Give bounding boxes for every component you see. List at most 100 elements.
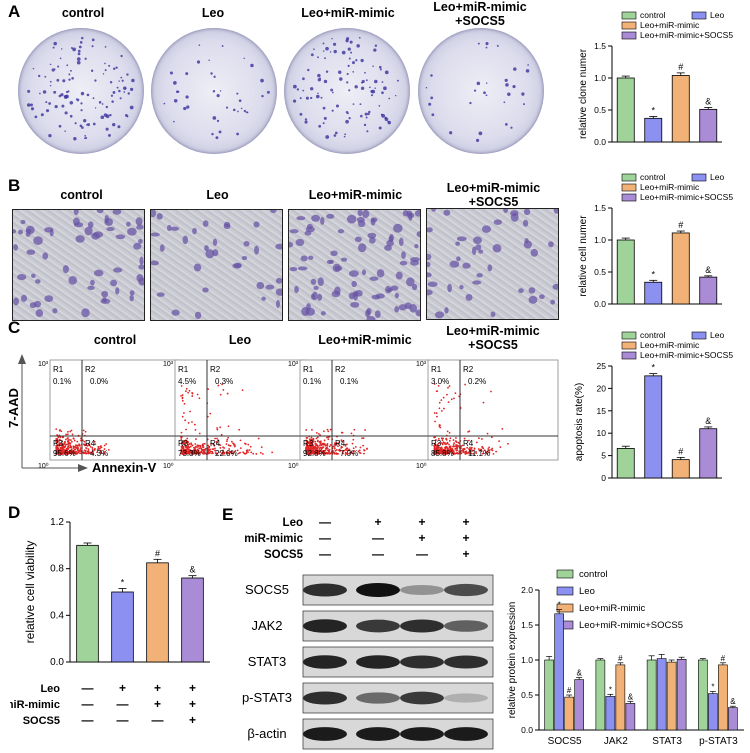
colony-dot xyxy=(315,94,320,99)
treatment-sign: — xyxy=(82,713,94,727)
stained-cell xyxy=(311,214,321,222)
event-dot xyxy=(335,448,338,451)
event-dot xyxy=(232,452,235,454)
bar xyxy=(698,659,708,731)
bar xyxy=(76,544,99,663)
event-dot xyxy=(341,450,344,453)
colony-dot xyxy=(260,78,264,83)
event-dot xyxy=(67,447,69,449)
colony-dot xyxy=(105,105,109,109)
stained-cell xyxy=(409,304,418,313)
colony-dot xyxy=(322,50,325,52)
legend-label: control xyxy=(579,569,608,580)
event-dot xyxy=(454,440,457,442)
stained-cell xyxy=(265,284,275,290)
stained-cell xyxy=(351,280,357,288)
colony-dot xyxy=(65,94,69,99)
stained-cell xyxy=(376,269,385,278)
event-dot xyxy=(452,450,455,452)
tick-label-low: 10⁰ xyxy=(38,462,49,470)
colony-dot xyxy=(105,127,109,131)
region-r4: R4 xyxy=(210,439,221,448)
treatment-sign: + xyxy=(462,515,469,529)
stained-cell xyxy=(20,294,28,302)
event-dot xyxy=(250,451,253,454)
event-dot xyxy=(481,438,483,440)
event-dot xyxy=(453,442,456,444)
stained-cell xyxy=(110,279,118,287)
colony-dot xyxy=(210,72,213,75)
stained-cell xyxy=(150,232,160,237)
event-dot xyxy=(318,452,321,455)
event-dot xyxy=(441,452,444,455)
blot-band xyxy=(444,655,488,669)
legend-label: Leo+miR-mimic xyxy=(640,20,700,30)
colony-dot xyxy=(91,69,94,72)
event-dot xyxy=(327,449,329,452)
event-dot xyxy=(448,385,451,388)
colony-dot xyxy=(104,62,106,65)
event-dot xyxy=(103,451,106,453)
bar xyxy=(615,664,626,731)
significance-mark: & xyxy=(576,669,582,678)
event-dot xyxy=(189,449,192,452)
event-dot xyxy=(245,449,248,452)
event-dot xyxy=(442,396,445,399)
stained-cell xyxy=(357,209,363,217)
colony-dot xyxy=(68,78,71,81)
colony-dot xyxy=(323,79,328,84)
event-dot xyxy=(468,453,471,455)
colony-dot xyxy=(430,74,433,77)
event-dot xyxy=(219,426,222,429)
event-dot xyxy=(57,444,60,447)
event-dot xyxy=(219,451,222,454)
stained-cell xyxy=(93,231,104,238)
event-dot xyxy=(69,430,72,433)
event-dot xyxy=(326,451,328,454)
event-dot xyxy=(242,451,245,454)
event-dot xyxy=(85,452,88,455)
colony-dot xyxy=(218,130,222,134)
event-dot xyxy=(180,450,183,453)
colony-dot xyxy=(176,90,179,94)
colony-dot xyxy=(75,98,78,100)
event-dot xyxy=(215,452,218,455)
event-dot xyxy=(348,449,351,452)
event-dot xyxy=(353,450,356,452)
event-dot xyxy=(197,449,200,452)
colony-dot xyxy=(58,124,62,128)
colony-dot xyxy=(370,94,374,97)
event-dot xyxy=(339,450,341,452)
event-dot xyxy=(83,451,86,454)
colony-dot xyxy=(70,46,73,49)
event-dot xyxy=(322,450,325,453)
colony-dot xyxy=(346,72,349,76)
event-dot xyxy=(326,446,328,449)
event-dot xyxy=(440,410,443,412)
stained-cell xyxy=(139,256,144,265)
event-dot xyxy=(344,443,347,446)
event-dot xyxy=(323,442,325,445)
treatment-sign: + xyxy=(418,515,425,529)
event-dot xyxy=(64,438,67,441)
colony-dot xyxy=(126,73,129,76)
colony-dot xyxy=(335,104,339,108)
colony-dot xyxy=(368,110,371,114)
event-dot xyxy=(214,447,216,450)
event-dot xyxy=(193,423,196,426)
event-dot xyxy=(305,452,308,454)
colony-dish-mimic xyxy=(284,28,410,154)
colony-dot xyxy=(212,90,216,93)
event-dot xyxy=(79,447,82,449)
event-dot xyxy=(61,440,63,443)
significance-mark: & xyxy=(628,692,634,701)
colony-dot xyxy=(243,109,247,113)
blot-band xyxy=(356,655,400,669)
event-dot xyxy=(363,452,365,455)
colony-dot xyxy=(243,57,245,60)
event-dot xyxy=(434,443,437,446)
event-dot xyxy=(318,440,321,443)
event-dot xyxy=(361,437,363,440)
event-dot xyxy=(188,453,191,455)
colony-dot xyxy=(381,113,386,118)
